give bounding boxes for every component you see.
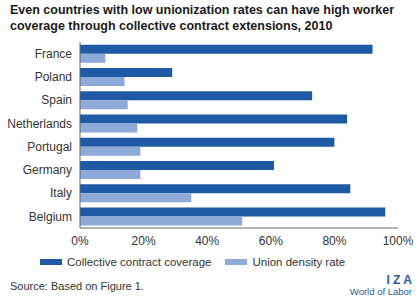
svg-text:Poland: Poland: [35, 70, 72, 84]
svg-text:Spain: Spain: [41, 93, 72, 107]
html-text:Collective contract coverage: Collective contract coverage: [67, 256, 212, 268]
svg-text:Italy: Italy: [50, 186, 72, 200]
svg-text:80%: 80%: [322, 234, 346, 248]
html-text:I Z A: I Z A: [386, 273, 412, 287]
svg-text:40%: 40%: [195, 234, 219, 248]
html-text:World of Labor: World of Labor: [349, 286, 412, 297]
svg-text:Portugal: Portugal: [27, 140, 72, 154]
svg-text:Belgium: Belgium: [29, 210, 72, 224]
svg-text:100%: 100%: [383, 234, 410, 248]
svg-text:20%: 20%: [132, 234, 156, 248]
svg-text:Netherlands: Netherlands: [8, 117, 72, 131]
svg-text:0%: 0%: [71, 234, 89, 248]
html-text:Even countries with low unioni: Even countries with low unionization rat…: [10, 3, 395, 33]
svg-text:Germany: Germany: [23, 163, 72, 177]
html-text:Union density rate: Union density rate: [252, 256, 346, 268]
svg-text:60%: 60%: [259, 234, 283, 248]
svg-text:France: France: [35, 47, 73, 61]
html-text:Source: Based on Figure 1.: Source: Based on Figure 1.: [10, 280, 144, 292]
